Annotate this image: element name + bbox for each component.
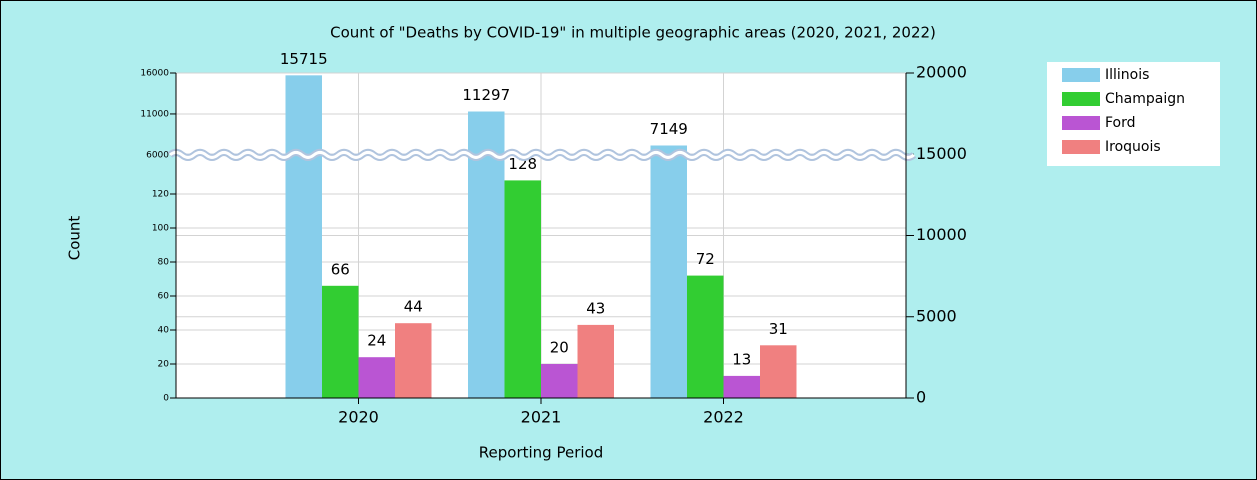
y2-tick-label: 10000 (916, 225, 967, 244)
bar (687, 275, 724, 398)
y-tick-label: 80 (158, 258, 170, 268)
y-tick-label: 0 (163, 394, 169, 404)
data-label: 13 (732, 350, 751, 368)
data-label: 24 (367, 332, 386, 350)
y2-tick-label: 20000 (916, 63, 967, 82)
bar (504, 180, 541, 398)
y2-tick-label: 0 (916, 388, 926, 407)
legend-label: Iroquois (1105, 139, 1161, 155)
legend-label: Champaign (1105, 91, 1185, 107)
x-tick-label: 2021 (521, 408, 562, 427)
legend-label: Illinois (1105, 67, 1149, 83)
y-tick-label: 100 (152, 224, 169, 234)
x-axis-label: Reporting Period (479, 444, 603, 462)
legend-swatch (1062, 68, 1100, 82)
data-label: 7149 (650, 120, 688, 138)
legend-swatch (1062, 92, 1100, 106)
y2-tick-label: 5000 (916, 306, 957, 325)
data-label: 11297 (462, 86, 510, 104)
data-label: 128 (508, 155, 537, 173)
legend-swatch (1062, 116, 1100, 130)
legend-swatch (1062, 140, 1100, 154)
data-label: 43 (586, 299, 605, 317)
data-label: 20 (550, 339, 569, 357)
bar (285, 75, 322, 398)
data-label: 44 (404, 298, 423, 316)
y-tick-label: 6000 (146, 150, 169, 160)
data-label: 66 (331, 260, 350, 278)
y-tick-label: 40 (158, 326, 170, 336)
bar (358, 357, 395, 398)
y-tick-label: 120 (152, 190, 169, 200)
bar (577, 324, 614, 398)
axis-break (169, 150, 915, 159)
chart-title: Count of "Deaths by COVID-19" in multipl… (330, 24, 936, 42)
data-label: 15715 (280, 50, 328, 68)
bar (723, 375, 760, 398)
y-tick-label: 20 (158, 360, 170, 370)
y-axis-label: Count (66, 216, 84, 261)
y-tick-label: 11000 (140, 109, 169, 119)
data-label: 72 (696, 250, 715, 268)
bar (395, 323, 432, 398)
bar (541, 364, 578, 398)
x-tick-label: 2022 (703, 408, 744, 427)
legend-label: Ford (1105, 115, 1136, 131)
bar (650, 145, 687, 398)
y-tick-label: 60 (158, 292, 170, 302)
bar (760, 345, 797, 398)
bar (322, 285, 359, 398)
y2-tick-label: 15000 (916, 144, 967, 163)
x-tick-label: 2020 (338, 408, 379, 427)
data-label: 31 (769, 320, 788, 338)
y-tick-label: 16000 (140, 69, 169, 79)
